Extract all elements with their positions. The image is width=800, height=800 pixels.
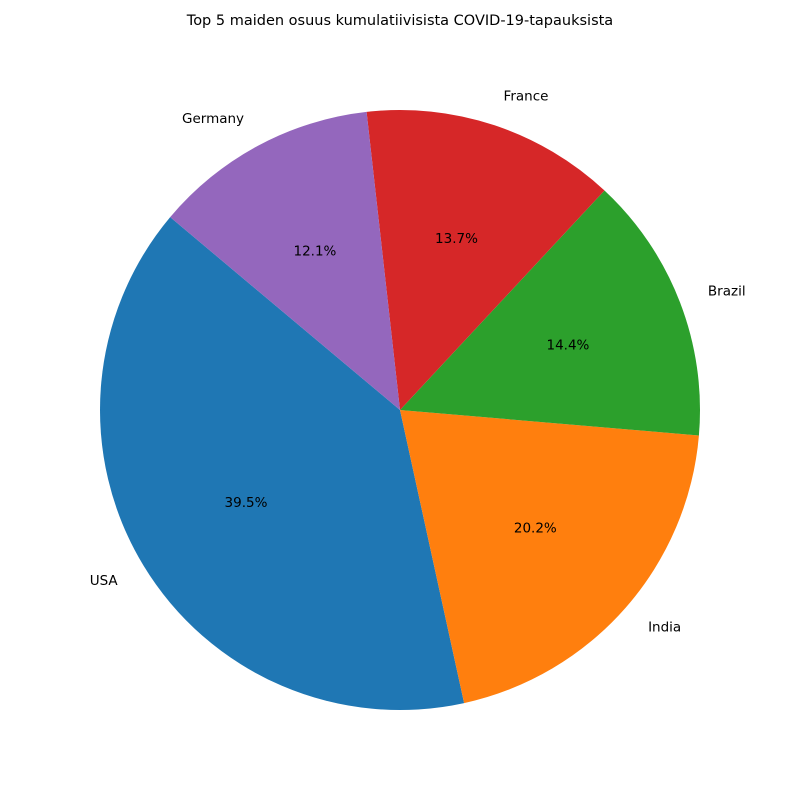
pie-slice-india — [400, 410, 699, 704]
pie-slice-germany — [170, 111, 400, 410]
slice-percent-brazil: 14.4% — [547, 337, 590, 353]
slice-label-france: France — [504, 89, 549, 105]
slice-label-usa: USA — [90, 573, 119, 589]
slice-percent-germany: 12.1% — [294, 243, 337, 259]
chart-title: Top 5 maiden osuus kumulatiivisista COVI… — [186, 13, 613, 29]
pie-labels: USA 39.5% India 20.2% Brazil 14.4% France 13.7%… — [90, 89, 746, 636]
slice-label-india: India — [648, 620, 681, 636]
pie-slice-france — [366, 110, 605, 411]
pie-slices — [99, 110, 700, 711]
slice-percent-india: 20.2% — [514, 521, 557, 537]
slice-percent-usa: 39.5% — [225, 495, 268, 511]
slice-label-brazil: Brazil — [708, 283, 746, 299]
slice-label-germany: Germany — [182, 111, 244, 127]
pie-slice-usa — [99, 217, 465, 711]
pie-slice-brazil — [400, 190, 700, 436]
slice-percent-france: 13.7% — [435, 231, 478, 247]
